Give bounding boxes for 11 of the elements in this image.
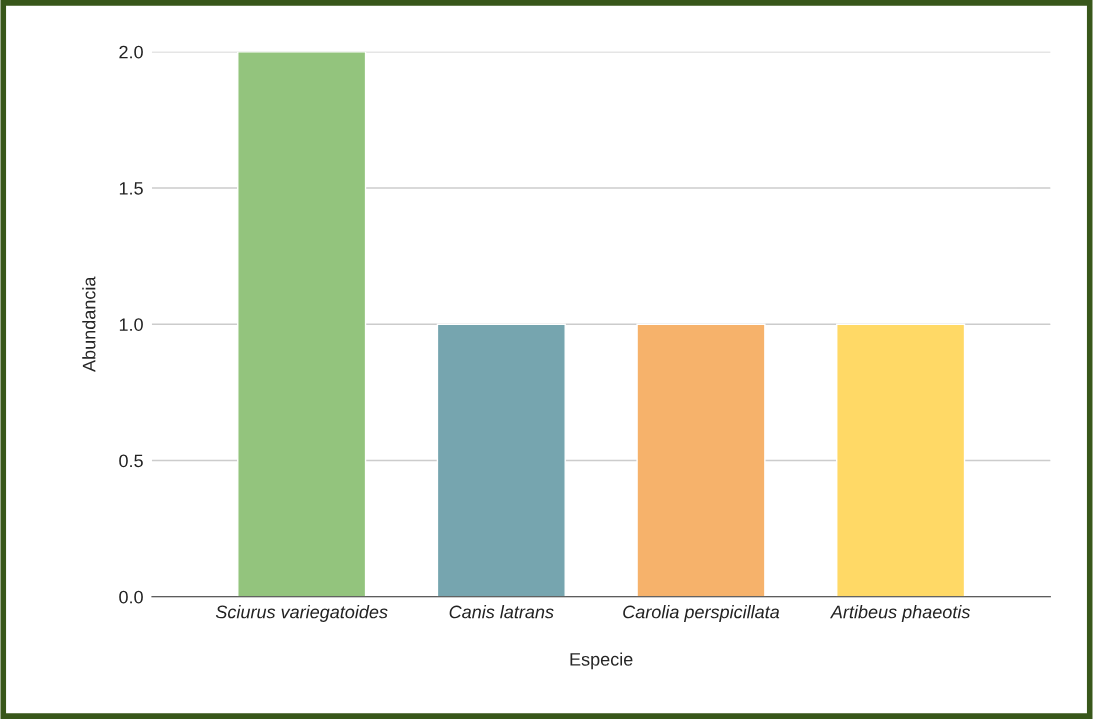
x-tick-label: Sciurus variegatoides — [215, 605, 388, 622]
y-tick-label: 1.5 — [119, 182, 143, 195]
x-axis-title: Especie — [570, 652, 633, 670]
y-tick-label: 0.0 — [119, 590, 143, 604]
y-tick-label: 1.0 — [119, 318, 143, 331]
y-tick-label: 2.0 — [119, 45, 143, 59]
x-tick-label: Carolia perspicillata — [623, 605, 780, 622]
x-tick-label: Canis latrans — [449, 605, 554, 619]
x-tick-label: Artibeus phaeotis — [829, 605, 971, 622]
y-axis-title: Abundancia — [82, 276, 96, 372]
y-tick-label: 0.5 — [119, 454, 143, 468]
